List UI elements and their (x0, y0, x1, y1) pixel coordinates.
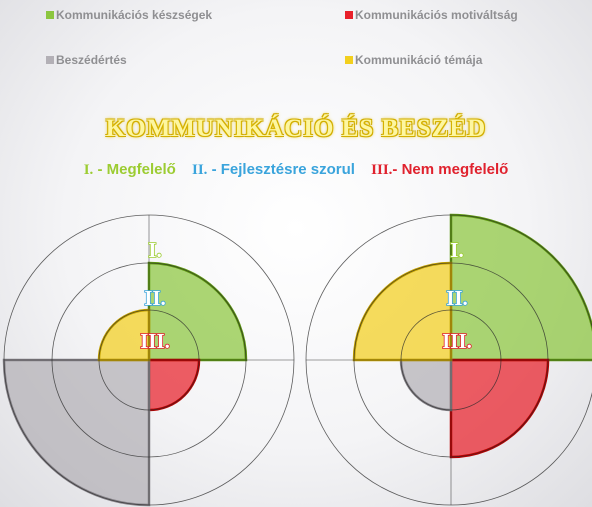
ring-label: III. (442, 329, 472, 353)
legend-label: Kommunikációs motiváltság (355, 8, 518, 22)
legend-item-motivation: Kommunikációs motiváltság (345, 8, 518, 22)
quadrant-wedge (147, 358, 201, 412)
page-title: KOMMUNIKÁCIÓ ÉS BESZÉD (105, 115, 487, 142)
ring-label: I. (450, 238, 463, 262)
ring-label: III. (140, 329, 170, 353)
quadrant-wedge (2, 358, 151, 507)
ring-diagram: I. II. III. (2, 214, 295, 507)
level-key-needs-dev: II. - Fejlesztésre szorul (192, 161, 359, 178)
legend-swatch (46, 11, 54, 19)
level-key-roman: II. (191, 162, 208, 178)
legend-swatch (345, 11, 353, 19)
legend-label: Kommunikációs készségek (56, 8, 213, 22)
ring-diagram: I. II. III. (305, 213, 592, 506)
quadrant-wedge (449, 358, 550, 459)
quadrant-wedge (449, 213, 592, 362)
ring-label: I. (148, 238, 161, 262)
level-key: I. - Megfelelő II. - Fejlesztésre szorul… (0, 161, 592, 179)
legend-swatch (46, 56, 54, 64)
ring-label: II. (144, 286, 166, 310)
level-key-good: I. - Megfelelő (84, 161, 180, 178)
legend-item-topic: Kommunikáció témája (345, 53, 482, 67)
legend-item-comprehension: Beszédértés (46, 53, 127, 67)
level-key-bad: III.- Nem megfelelő (371, 161, 508, 178)
legend-label: Beszédértés (56, 53, 127, 67)
level-key-roman: I. (83, 162, 94, 178)
quadrant-wedge (352, 261, 453, 362)
legend-label: Kommunikáció témája (355, 53, 483, 67)
legend-item-skills: Kommunikációs készségek (46, 8, 212, 22)
level-key-text: - Fejlesztésre szorul (207, 161, 355, 178)
legend-swatch (345, 56, 353, 64)
ring-label: II. (446, 286, 468, 310)
quadrant-wedge (399, 358, 453, 412)
level-key-text: - Megfelelő (93, 161, 176, 178)
level-key-text: - Nem megfelelő (392, 161, 509, 178)
level-key-roman: III. (371, 162, 393, 178)
